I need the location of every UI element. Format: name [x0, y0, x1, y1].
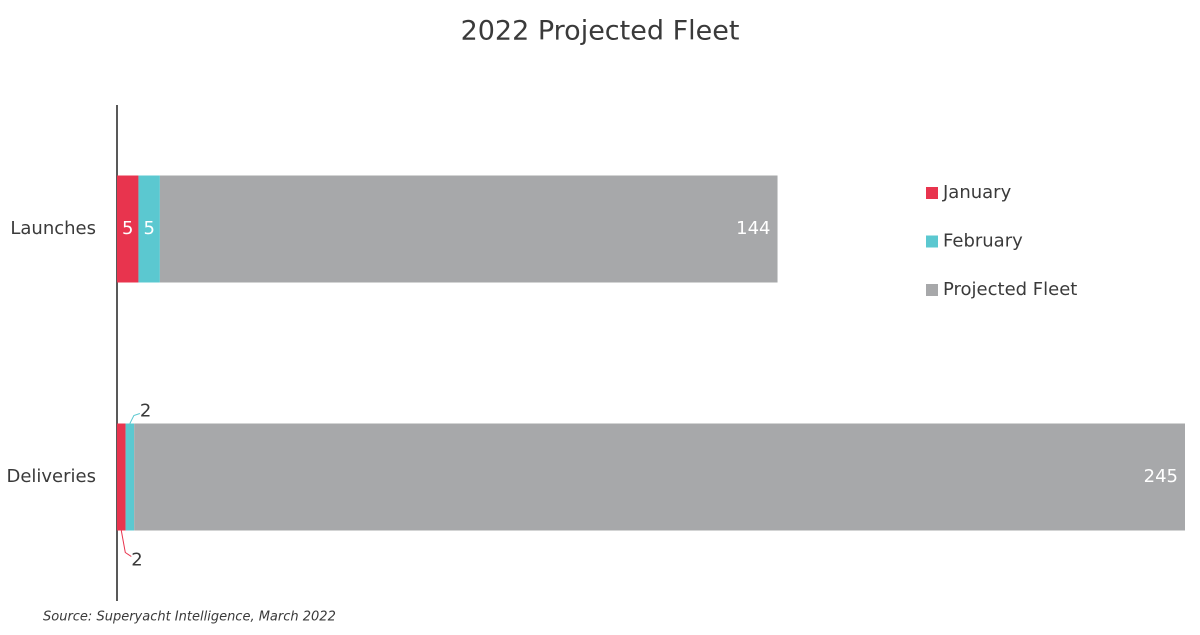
legend-swatch	[926, 235, 938, 248]
legend-swatch	[926, 284, 938, 296]
bar-segment	[159, 175, 778, 283]
legend-label: February	[943, 231, 1023, 252]
y-tick-label: Deliveries	[6, 466, 96, 487]
bar-segment	[134, 423, 1186, 531]
leader-line	[120, 530, 132, 557]
source-note: Source: Superyacht Intelligence, March 2…	[43, 610, 336, 625]
data-label: 144	[736, 218, 770, 239]
bar-segment	[138, 175, 160, 283]
data-label: 5	[143, 218, 154, 239]
leader-line	[129, 413, 141, 424]
data-label: 5	[122, 218, 133, 239]
data-label: 2	[140, 401, 151, 422]
bar-segment	[117, 423, 126, 531]
y-tick-label: Launches	[10, 218, 96, 239]
data-label: 245	[1144, 466, 1178, 487]
data-label: 2	[131, 550, 142, 571]
bar-segment	[117, 175, 139, 283]
chart-title: 2022 Projected Fleet	[461, 16, 740, 47]
legend-label: January	[942, 182, 1012, 203]
legend-swatch	[926, 187, 938, 199]
legend-label: Projected Fleet	[943, 279, 1077, 300]
bar-segment	[125, 423, 135, 531]
